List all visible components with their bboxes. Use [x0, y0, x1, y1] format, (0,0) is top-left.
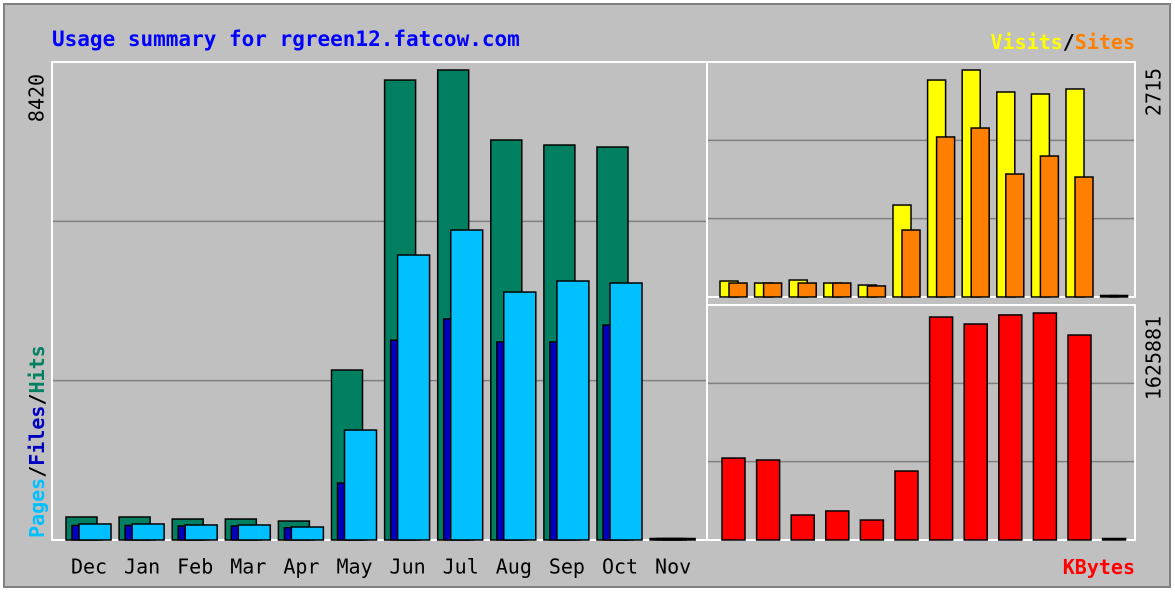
legend-separator: /	[25, 393, 49, 405]
bar	[721, 457, 746, 541]
bar	[832, 282, 852, 298]
bar	[762, 282, 783, 298]
legend-entry: Hits	[25, 345, 49, 393]
legend-entry: Visits	[990, 30, 1062, 54]
bar	[970, 127, 990, 298]
x-tick-label: Nov	[655, 555, 691, 579]
x-tick-label: Jul	[443, 555, 479, 579]
bar	[790, 514, 815, 541]
legend: KBytes	[1063, 555, 1135, 579]
bar	[1005, 173, 1025, 298]
bar	[396, 254, 431, 541]
bar	[1039, 155, 1060, 298]
bar	[1074, 176, 1094, 298]
y-tick-label: 1625881	[1142, 316, 1166, 400]
bar	[1108, 294, 1129, 298]
bar	[662, 537, 696, 541]
x-tick-label: Aug	[496, 555, 532, 579]
bar	[859, 519, 885, 541]
bar	[343, 429, 378, 541]
legend-entry: Sites	[1075, 30, 1135, 54]
bar	[901, 229, 921, 298]
y-tick-label: 2715	[1142, 68, 1166, 116]
bar	[1032, 312, 1058, 541]
y-tick-label: 8420	[25, 74, 49, 122]
x-tick-label: Sep	[549, 555, 585, 579]
bar	[797, 282, 817, 298]
bar	[894, 470, 919, 541]
chart-title: Usage summary for rgreen12.fatcow.com	[52, 27, 520, 51]
bar	[755, 459, 781, 541]
bar	[998, 314, 1023, 541]
bar	[1067, 334, 1092, 541]
panel-visits	[706, 61, 1136, 298]
bar	[963, 323, 988, 541]
bar	[1101, 537, 1127, 541]
legend-entry: KBytes	[1063, 555, 1135, 579]
bar	[449, 229, 484, 541]
bar	[866, 285, 887, 298]
bar	[928, 316, 954, 541]
legend: Pages/Files/Hits	[25, 345, 49, 538]
bar	[503, 291, 537, 541]
bar	[825, 510, 850, 541]
bar	[609, 282, 643, 541]
legend-entry: Files	[25, 406, 49, 466]
legend-entry: Pages	[25, 478, 49, 538]
x-tick-label: Jun	[390, 555, 426, 579]
legend-separator: /	[25, 466, 49, 478]
bar	[131, 523, 165, 541]
x-tick-label: Oct	[602, 555, 638, 579]
x-tick-label: Dec	[71, 555, 107, 579]
bar	[184, 524, 218, 541]
bar	[237, 524, 272, 541]
x-tick-label: Jan	[124, 555, 160, 579]
bar	[935, 136, 956, 298]
x-tick-label: May	[336, 555, 372, 579]
legend-separator: /	[1063, 30, 1075, 54]
legend: Visits/Sites	[990, 30, 1135, 54]
x-tick-label: Feb	[177, 555, 213, 579]
bar	[556, 280, 590, 541]
x-tick-label: Mar	[230, 555, 266, 579]
bar	[78, 523, 112, 541]
bar	[728, 282, 748, 298]
x-tick-label: Apr	[283, 555, 319, 579]
bar	[290, 526, 325, 541]
